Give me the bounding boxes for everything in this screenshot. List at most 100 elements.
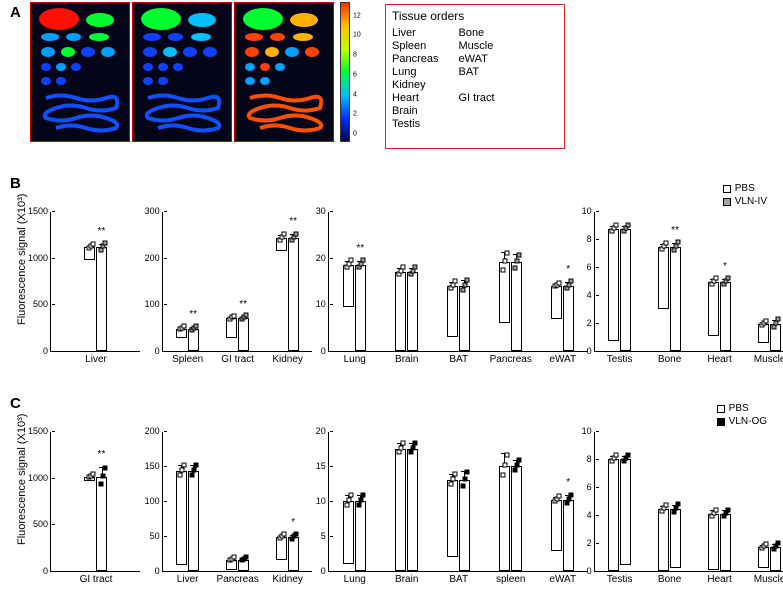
bar: [355, 501, 366, 571]
data-point: [463, 477, 468, 482]
significance-marker: **: [289, 216, 297, 227]
data-point: [453, 472, 458, 477]
bar: [758, 324, 769, 342]
tissue-order-item: Pancreas: [392, 53, 438, 65]
bar-group: [84, 247, 107, 351]
bar: [499, 262, 510, 323]
bar: [770, 547, 781, 571]
y-tick: 1500: [28, 206, 51, 216]
bar: [176, 329, 187, 338]
significance-marker: **: [239, 299, 247, 310]
legend-swatch: [717, 418, 725, 426]
y-tick: 200: [145, 426, 163, 436]
tissue-order-item: Brain: [392, 105, 438, 117]
data-point: [194, 323, 199, 328]
data-point: [626, 453, 631, 458]
data-point: [557, 281, 562, 286]
bar-group: [84, 477, 107, 571]
y-tick: 50: [150, 531, 163, 541]
data-point: [190, 472, 195, 477]
data-point: [451, 477, 456, 482]
significance-marker: **: [98, 449, 106, 460]
x-tick-label: Lung: [344, 574, 366, 585]
bar: [563, 500, 574, 571]
bar-group: [343, 501, 366, 571]
x-tick-label: Heart: [707, 574, 731, 585]
bar: [355, 265, 366, 351]
x-tick-label: BAT: [449, 574, 468, 585]
bar: [343, 265, 354, 307]
data-point: [401, 265, 406, 270]
y-tick: 4: [587, 290, 595, 300]
bar: [770, 324, 781, 351]
legend-item: PBS: [723, 183, 767, 194]
data-point: [569, 492, 574, 497]
data-point: [764, 542, 769, 547]
x-tick-label: Brain: [395, 574, 418, 585]
bar-group: [276, 537, 299, 571]
x-tick-label: Bone: [658, 354, 681, 365]
bar: [551, 286, 562, 320]
bar: [276, 238, 287, 251]
data-point: [182, 323, 187, 328]
legend-swatch: [723, 198, 731, 206]
y-tick: 10: [316, 299, 329, 309]
y-tick: 8: [587, 454, 595, 464]
y-tick: 150: [145, 461, 163, 471]
bar-group: [499, 466, 522, 571]
data-point: [501, 472, 506, 477]
y-tick: 1500: [28, 426, 51, 436]
significance-marker: **: [98, 226, 106, 237]
data-point: [102, 241, 107, 246]
tissue-order-item: Liver: [392, 27, 438, 39]
bar: [658, 509, 669, 571]
bar-chart: 0246810Testis**Bone*HeartMuscle: [594, 195, 775, 370]
data-point: [676, 240, 681, 245]
y-tick: 4: [587, 510, 595, 520]
bar-group: [658, 509, 681, 571]
y-tick: 30: [316, 206, 329, 216]
bar: [276, 537, 287, 559]
bar: [188, 471, 199, 571]
colorbar: 02468101214: [340, 2, 350, 142]
data-point: [282, 532, 287, 537]
significance-marker: **: [356, 243, 364, 254]
bar-group: [708, 282, 731, 351]
bar: [84, 247, 95, 259]
y-tick: 10: [582, 426, 595, 436]
x-tick-label: Muscle: [754, 354, 783, 365]
data-point: [180, 467, 185, 472]
y-tick: 500: [33, 519, 51, 529]
y-tick: 0: [155, 346, 163, 356]
data-point: [192, 467, 197, 472]
bar: [720, 282, 731, 351]
y-tick: 0: [155, 566, 163, 576]
data-point: [411, 445, 416, 450]
tissue-order-item: BAT: [458, 66, 494, 78]
bar: [620, 229, 631, 351]
y-tick: 0: [321, 346, 329, 356]
legend-label: PBS: [729, 403, 749, 414]
x-tick-label: Muscle: [754, 574, 783, 585]
bar-group: [447, 480, 470, 571]
x-tick-label: Pancreas: [490, 354, 532, 365]
bar: [658, 247, 669, 309]
bar-group: [276, 238, 299, 351]
significance-marker: **: [189, 309, 197, 320]
y-tick: 6: [587, 482, 595, 492]
y-tick: 0: [587, 566, 595, 576]
x-tick-label: Brain: [395, 354, 418, 365]
y-tick: 6: [587, 262, 595, 272]
bar: [288, 537, 299, 571]
y-tick: 0: [43, 566, 51, 576]
data-point: [349, 258, 354, 263]
y-axis-label: Fluorescence signal (X10³): [16, 194, 28, 325]
y-tick: 500: [33, 299, 51, 309]
x-tick-label: Pancreas: [217, 574, 259, 585]
data-point: [557, 494, 562, 499]
data-point: [294, 531, 299, 536]
bar: [188, 329, 199, 351]
bar-chart: 0100200300**Spleen**GI tract**Kidney: [162, 195, 298, 370]
data-point: [98, 481, 103, 486]
data-point: [359, 498, 364, 503]
